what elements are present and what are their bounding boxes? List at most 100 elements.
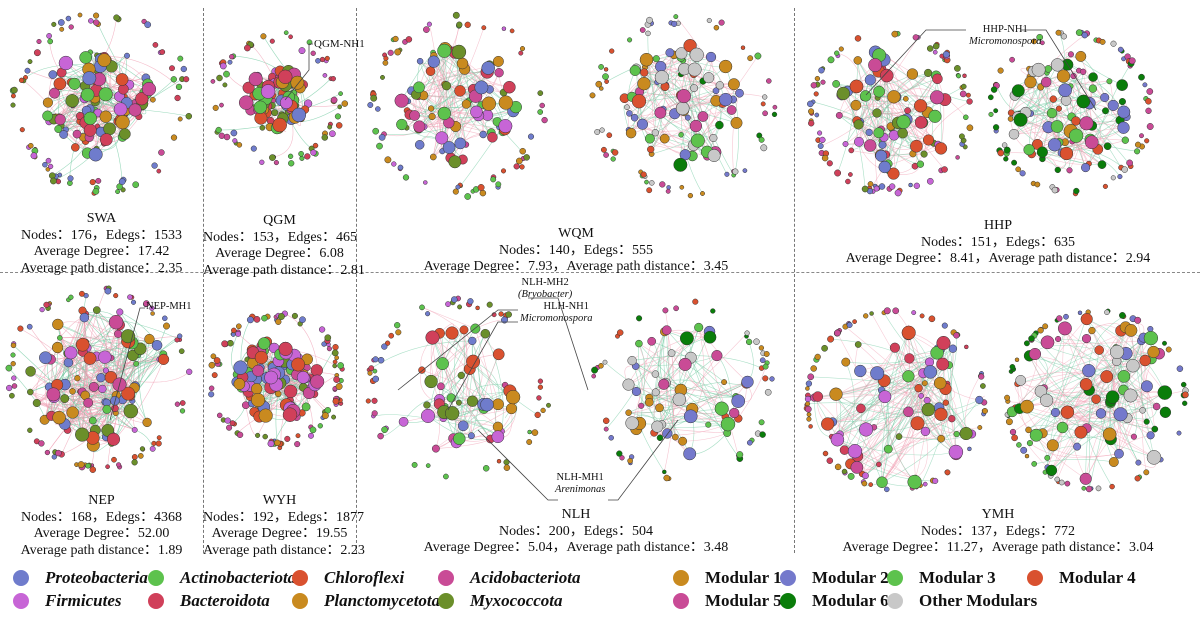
network-node [66, 406, 79, 419]
network-edge [274, 78, 332, 113]
network-node [675, 101, 690, 116]
network-node [942, 50, 950, 58]
network-edge [1026, 318, 1087, 407]
network-node [271, 109, 279, 117]
network-node [526, 439, 533, 445]
network-node [1105, 390, 1120, 404]
network-node [1076, 94, 1091, 109]
network-edge [659, 331, 665, 425]
network-node [102, 367, 109, 374]
network-node [492, 398, 504, 411]
network-node [745, 338, 753, 346]
network-node [139, 446, 145, 452]
network-node [445, 301, 451, 307]
network-node [115, 114, 130, 130]
network-node [368, 365, 375, 371]
network-node [457, 420, 469, 432]
network-node [1142, 82, 1148, 88]
callout-leader-line [477, 429, 558, 501]
network-node [928, 315, 936, 323]
network-node [131, 426, 138, 433]
network-node [956, 73, 962, 79]
network-node [519, 46, 526, 52]
callout-nlh-mh2: NLH-MH2 (Bryobacter) [518, 277, 572, 301]
network-node [690, 133, 705, 148]
network-node [27, 427, 33, 433]
network-node [115, 189, 121, 195]
network-node [324, 334, 332, 342]
network-node [505, 389, 521, 405]
network-node [327, 124, 333, 130]
network-node [740, 45, 746, 50]
network-node [1020, 399, 1034, 414]
network-node [72, 129, 82, 139]
network-node [174, 337, 180, 343]
network-node [46, 387, 61, 402]
network-node [941, 322, 948, 329]
network-node [10, 93, 16, 99]
network-node [468, 336, 477, 346]
network-node [707, 149, 721, 162]
network-node [63, 357, 74, 368]
network-node [248, 71, 263, 87]
network-node [624, 104, 630, 111]
network-node [870, 366, 885, 381]
network-node [55, 449, 62, 457]
network-node [814, 353, 821, 361]
network-edge [1070, 86, 1122, 168]
network-node [69, 388, 76, 395]
callout-leader-line [528, 297, 589, 391]
network-node [158, 149, 165, 156]
network-node [149, 445, 156, 452]
network-node [1140, 380, 1153, 393]
network-node [1146, 450, 1162, 465]
callout-nlh-mh1: NLH-MH1 Arenimonas [555, 472, 605, 496]
network-node [10, 361, 16, 367]
network-node [60, 394, 70, 404]
network-node [735, 88, 744, 98]
network-node [966, 124, 974, 132]
network-node [913, 182, 920, 189]
network-edge [844, 361, 855, 451]
network-node [337, 362, 344, 369]
network-node [376, 142, 383, 150]
network-node [821, 417, 835, 431]
network-node [503, 80, 516, 94]
network-node [495, 181, 502, 188]
network-node [310, 374, 325, 389]
network-edge [1125, 327, 1156, 430]
network-node [95, 177, 102, 184]
network-node [1056, 69, 1071, 83]
network-node [264, 370, 278, 385]
network-node [759, 431, 766, 438]
network-edge [845, 352, 938, 364]
network-node [598, 363, 604, 369]
network-node [151, 340, 163, 351]
network-node [317, 423, 323, 429]
network-node [758, 136, 765, 143]
network-node [762, 94, 768, 100]
network-node [904, 353, 915, 364]
network-node [244, 44, 251, 52]
network-node [872, 108, 882, 118]
network-node [335, 122, 343, 129]
network-edge [115, 325, 167, 414]
network-node [179, 408, 186, 414]
network-edge [111, 348, 141, 444]
network-node [1080, 313, 1093, 326]
network-edge [1062, 386, 1148, 428]
network-node [817, 130, 823, 136]
network-node [954, 65, 961, 72]
network-node [1071, 116, 1081, 126]
network-node [49, 87, 60, 99]
network-node [589, 92, 596, 99]
network-node [33, 49, 41, 57]
network-node [964, 344, 969, 350]
network-node [467, 298, 474, 305]
network-node [854, 35, 862, 42]
network-node [676, 89, 691, 104]
network-node [391, 161, 397, 167]
network-node [221, 340, 229, 348]
network-node [649, 180, 655, 186]
network-node [89, 466, 97, 473]
